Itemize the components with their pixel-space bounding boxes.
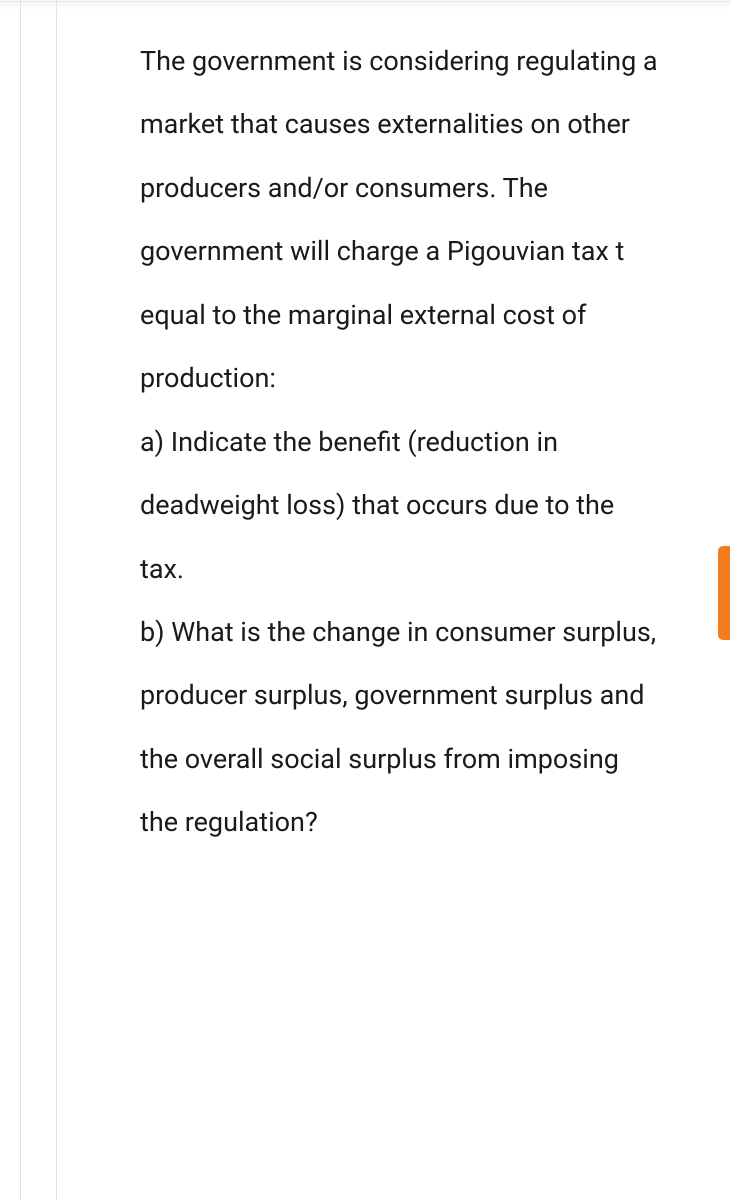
top-border [0, 1, 730, 2]
question-part-b: b) What is the change in consumer surplu… [140, 616, 656, 838]
left-border-outer [20, 0, 21, 1200]
left-border-inner [56, 0, 57, 1200]
side-tab[interactable] [718, 546, 730, 640]
question-intro: The government is considering regulating… [140, 45, 658, 394]
question-content: The government is considering regulating… [140, 30, 660, 855]
question-part-a: a) Indicate the benefit (reduction in de… [140, 426, 614, 585]
